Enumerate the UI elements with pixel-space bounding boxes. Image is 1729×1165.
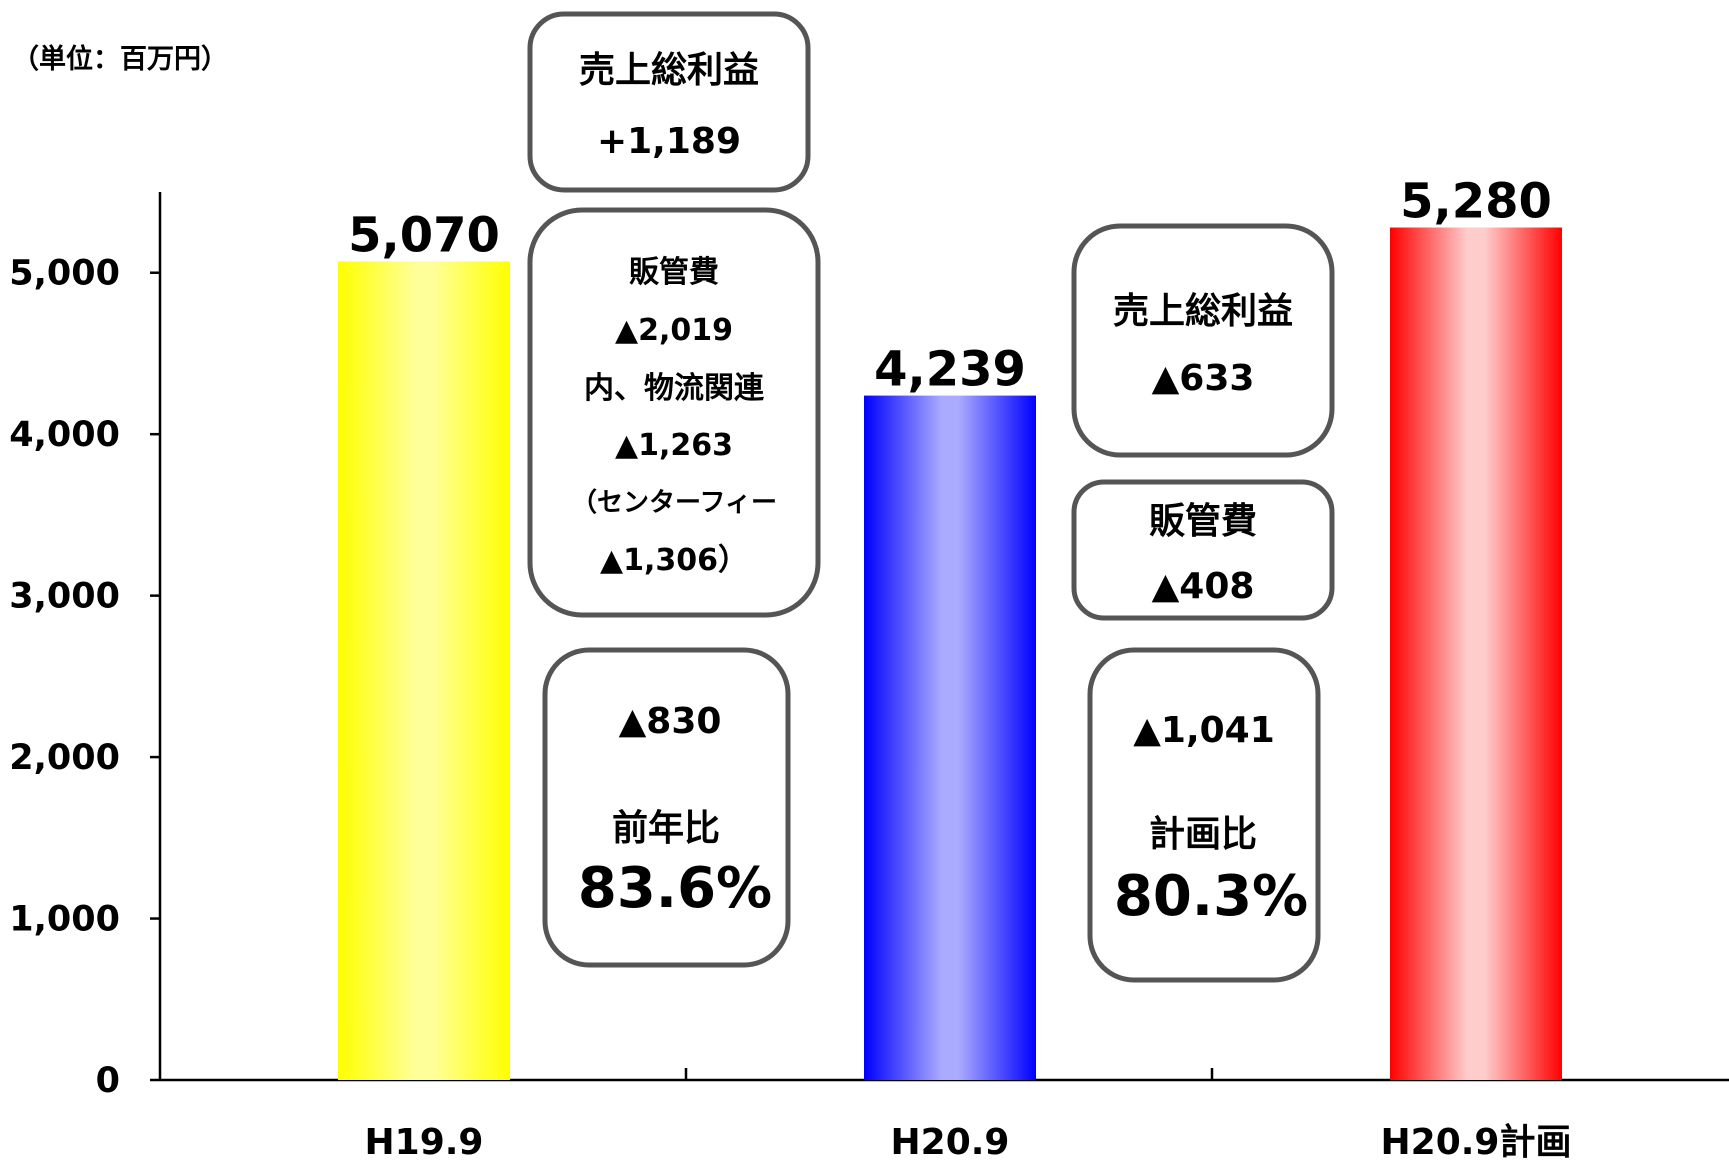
x-category-label: H20.9計画 [1381,1122,1572,1160]
callout-box [542,647,791,968]
callout-subvalue-2: ▲1,306） [600,543,748,578]
bar [1390,227,1562,1080]
y-tick-label: 3,000 [9,577,120,617]
callout-title: 販管費 [629,255,719,290]
callout-change: ▲830 [619,701,722,742]
callout-sga-down: 販管費 ▲408 [1071,479,1335,621]
callout-gross-profit-down: 売上総利益 ▲633 [1071,223,1335,458]
x-category-label: H19.9 [365,1122,484,1160]
value-labels: 5,070 4,239 5,280 [348,174,1552,398]
unit-label: （単位：百万円） [12,43,228,75]
y-tick-label: 1,000 [9,900,120,940]
callout-box [1071,479,1335,621]
y-ticks: 0 1,000 2,000 3,000 4,000 5,000 [9,254,160,1101]
y-tick-label: 0 [96,1061,120,1101]
callout-subtitle-2: （センターフィー [571,488,777,518]
callout-sga-up: 販管費 ▲2,019 内、物流関連 ▲1,263 （センターフィー ▲1,306… [527,207,821,618]
bar [864,395,1036,1080]
callout-label: 前年比 [612,808,720,849]
callout-title: 売上総利益 [579,50,759,91]
callout-subtitle: 内、物流関連 [584,371,765,406]
y-tick-label: 5,000 [9,254,120,294]
bar-value-label: 5,070 [348,207,500,263]
callout-subvalue: ▲1,263 [615,428,733,463]
category-labels: H19.9 H20.9 H20.9計画 [365,1122,1572,1163]
callout-ratio: 80.3% [1114,864,1308,929]
y-tick-label: 2,000 [9,738,120,778]
callout-box [1071,223,1335,458]
y-tick-label: 4,000 [9,415,120,455]
callout-value: ▲2,019 [615,313,733,348]
callout-change: ▲1,041 [1133,710,1275,751]
callout-title: 販管費 [1149,501,1257,542]
callout-ratio: 83.6% [578,856,772,921]
callout-yoy: ▲830 前年比 83.6% [542,647,791,968]
callout-value: +1,189 [597,121,741,162]
bar [338,261,510,1081]
callout-value: ▲408 [1152,566,1255,607]
callout-vs-plan: ▲1,041 計画比 80.3% [1087,647,1321,983]
callout-label: 計画比 [1149,814,1257,855]
callout-box [527,11,811,193]
callout-gross-profit-up: 売上総利益 +1,189 [527,11,811,193]
callout-box [527,207,821,618]
x-category-label: H20.9 [891,1122,1010,1160]
bars [338,227,1562,1081]
bar-value-label: 5,280 [1400,174,1552,230]
bar-value-label: 4,239 [874,342,1026,398]
callout-title: 売上総利益 [1113,291,1293,332]
callout-box [1087,647,1321,983]
callout-value: ▲633 [1152,358,1255,399]
